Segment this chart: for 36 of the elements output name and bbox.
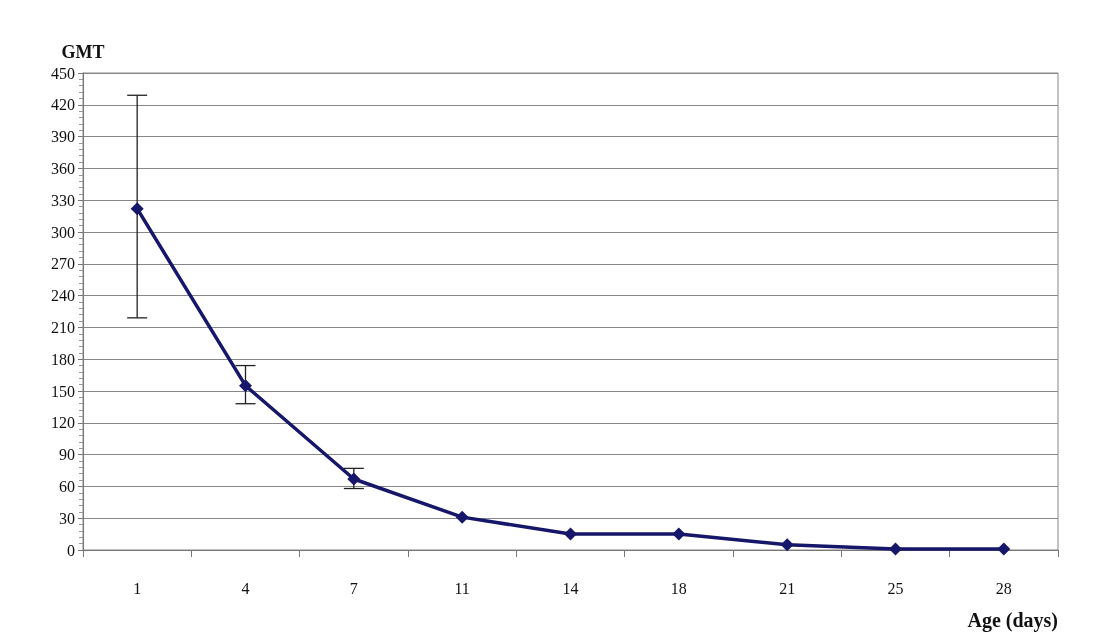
point (889, 542, 902, 556)
y-tick-label: 30 (59, 509, 75, 527)
x-tick-label: 4 (241, 579, 250, 597)
x-tick-label: 11 (454, 579, 470, 597)
point (239, 379, 252, 393)
y-tick-label: 180 (51, 350, 75, 368)
point (347, 472, 361, 486)
y-tick-label: 60 (59, 477, 75, 495)
x-tick-label: 18 (670, 579, 687, 597)
x-tick-label: 14 (562, 579, 579, 597)
y-tick-label: 420 (51, 96, 75, 114)
y-tick-label: 0 (67, 541, 75, 559)
y-tick-label: 300 (51, 223, 75, 241)
x-tick-label: 1 (133, 579, 142, 597)
x-tick-label: 21 (779, 579, 796, 597)
y-tick-label: 210 (51, 318, 75, 336)
point (672, 527, 686, 541)
y-tick-label: 390 (51, 128, 75, 146)
x-tick-label: 28 (995, 579, 1012, 597)
x-axis-title: Age (days) (967, 609, 1058, 632)
x-tick-label: 25 (887, 579, 904, 597)
point (130, 202, 144, 216)
y-tick-label: 360 (51, 159, 75, 177)
point (780, 538, 794, 552)
y-tick-label: 240 (51, 287, 75, 305)
point (455, 510, 469, 524)
x-tick-label: 7 (349, 579, 358, 597)
y-axis-title: GMT (61, 42, 105, 62)
y-tick-label: 270 (51, 255, 75, 273)
y-tick-label: 330 (51, 191, 75, 209)
y-tick-label: 120 (51, 414, 75, 432)
y-tick-label: 150 (51, 382, 75, 400)
point (997, 542, 1011, 556)
y-tick-label: 90 (59, 446, 75, 464)
point (564, 527, 577, 541)
y-tick-label: 450 (51, 64, 75, 82)
